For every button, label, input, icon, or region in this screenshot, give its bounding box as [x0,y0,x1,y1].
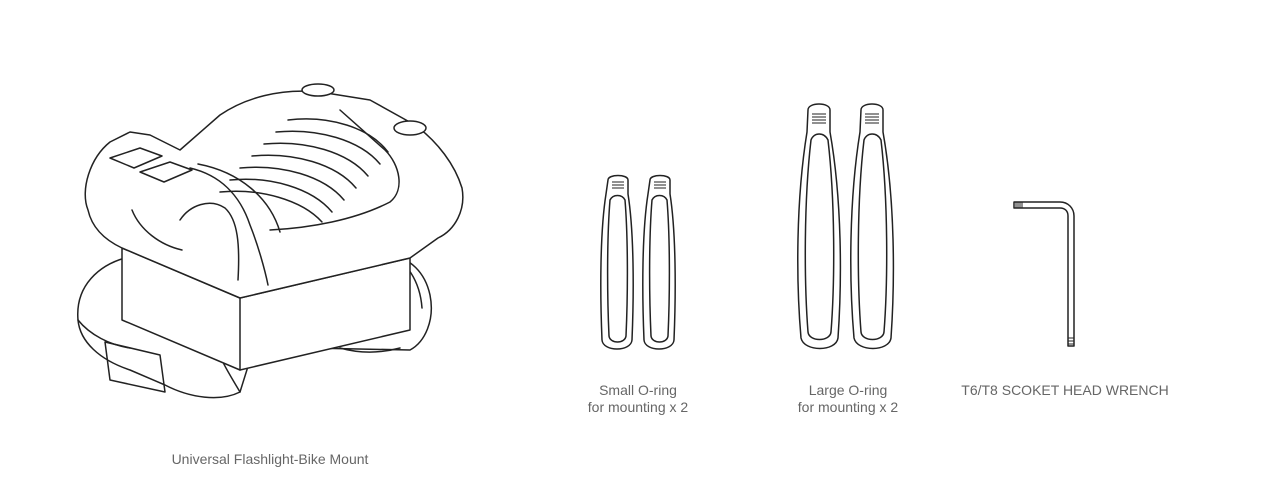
small-oring-caption: Small O-ring for mounting x 2 [587,382,689,415]
large-oring-left [797,103,842,350]
large-oring-illustration [797,103,895,350]
wrench-caption: T6/T8 SCOKET HEAD WRENCH [961,382,1169,398]
small-oring-right [642,174,676,350]
wrench-illustration [1013,201,1075,347]
small-oring-left [600,174,634,350]
large-oring-caption: Large O-ring for mounting x 2 [797,382,899,415]
large-oring-right [850,103,895,350]
small-oring-illustration [600,174,676,350]
bike-mount-illustration [77,83,464,399]
mount-caption: Universal Flashlight-Bike Mount [171,451,369,467]
